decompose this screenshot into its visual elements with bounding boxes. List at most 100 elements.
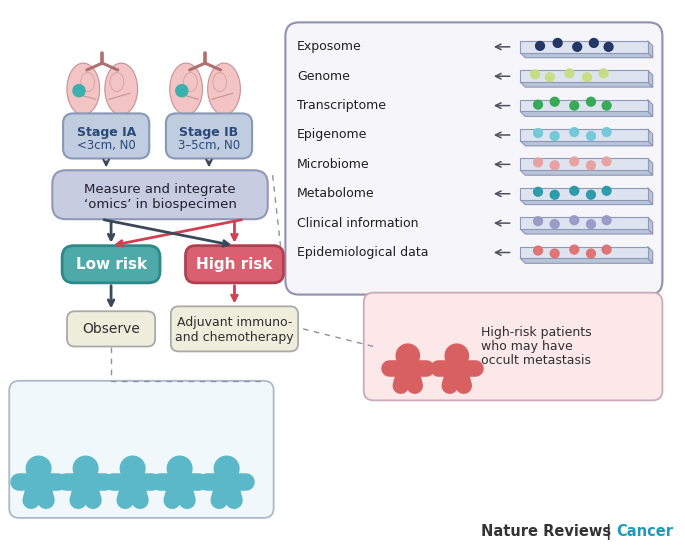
FancyBboxPatch shape — [26, 481, 51, 484]
Circle shape — [570, 157, 579, 166]
Circle shape — [536, 41, 545, 50]
Circle shape — [604, 43, 613, 51]
Text: Nature Reviews: Nature Reviews — [482, 524, 616, 539]
Text: Epigenome: Epigenome — [297, 128, 368, 142]
Circle shape — [534, 100, 543, 109]
Polygon shape — [521, 229, 653, 234]
Text: Adjuvant immuno-: Adjuvant immuno- — [177, 316, 292, 328]
Circle shape — [545, 73, 554, 82]
Circle shape — [573, 43, 582, 51]
Circle shape — [531, 70, 540, 79]
Ellipse shape — [67, 63, 100, 115]
Text: and chemotherapy: and chemotherapy — [175, 331, 294, 344]
Text: who may have: who may have — [482, 340, 573, 353]
Circle shape — [534, 217, 543, 226]
FancyBboxPatch shape — [52, 170, 268, 219]
Ellipse shape — [184, 72, 197, 92]
Ellipse shape — [208, 63, 240, 115]
Circle shape — [553, 39, 562, 48]
Polygon shape — [648, 41, 653, 58]
Circle shape — [570, 128, 579, 137]
Circle shape — [586, 97, 595, 106]
FancyBboxPatch shape — [9, 381, 273, 518]
Circle shape — [586, 249, 595, 258]
Circle shape — [176, 85, 188, 97]
Polygon shape — [521, 112, 653, 116]
Circle shape — [570, 245, 579, 254]
Circle shape — [534, 187, 543, 196]
Polygon shape — [648, 159, 653, 175]
Circle shape — [534, 129, 543, 138]
Circle shape — [602, 186, 611, 195]
Text: 3–5cm, N0: 3–5cm, N0 — [178, 139, 240, 152]
Circle shape — [586, 161, 595, 170]
FancyBboxPatch shape — [521, 159, 648, 170]
Text: <3cm, N0: <3cm, N0 — [77, 139, 136, 152]
FancyBboxPatch shape — [171, 306, 298, 351]
Circle shape — [602, 245, 611, 254]
Text: occult metastasis: occult metastasis — [482, 354, 591, 367]
Circle shape — [550, 220, 559, 228]
FancyBboxPatch shape — [62, 246, 160, 283]
Circle shape — [534, 246, 543, 255]
FancyBboxPatch shape — [521, 217, 648, 229]
FancyBboxPatch shape — [521, 100, 648, 112]
Circle shape — [550, 132, 559, 140]
Text: ‘omics’ in biospecimen: ‘omics’ in biospecimen — [84, 198, 236, 211]
Circle shape — [445, 344, 469, 367]
FancyBboxPatch shape — [521, 247, 648, 258]
FancyBboxPatch shape — [73, 481, 98, 484]
Ellipse shape — [213, 72, 227, 92]
Ellipse shape — [81, 72, 95, 92]
Circle shape — [214, 456, 239, 481]
Polygon shape — [521, 141, 653, 146]
Text: Measure and integrate: Measure and integrate — [84, 184, 236, 196]
Polygon shape — [648, 70, 653, 87]
Text: High-risk patients: High-risk patients — [482, 326, 592, 340]
FancyBboxPatch shape — [286, 22, 662, 295]
Text: Epidemiological data: Epidemiological data — [297, 246, 429, 259]
FancyBboxPatch shape — [396, 367, 419, 371]
Circle shape — [602, 216, 611, 225]
FancyBboxPatch shape — [521, 129, 648, 141]
Circle shape — [550, 97, 559, 106]
FancyBboxPatch shape — [167, 481, 192, 484]
FancyBboxPatch shape — [364, 293, 662, 400]
Text: Observe: Observe — [82, 322, 140, 336]
Circle shape — [586, 132, 595, 140]
Text: High risk: High risk — [196, 257, 273, 272]
Text: Low risk: Low risk — [75, 257, 147, 272]
Text: Clinical information: Clinical information — [297, 217, 419, 229]
Polygon shape — [521, 200, 653, 205]
Circle shape — [586, 220, 595, 228]
Circle shape — [602, 157, 611, 166]
Circle shape — [550, 161, 559, 170]
Ellipse shape — [105, 63, 138, 115]
Polygon shape — [648, 217, 653, 234]
FancyBboxPatch shape — [186, 246, 284, 283]
FancyBboxPatch shape — [121, 481, 145, 484]
Text: Stage IA: Stage IA — [77, 126, 136, 139]
Text: Cancer: Cancer — [616, 524, 673, 539]
Polygon shape — [648, 188, 653, 205]
Circle shape — [550, 249, 559, 258]
Text: Genome: Genome — [297, 70, 350, 83]
Circle shape — [583, 73, 591, 82]
Circle shape — [570, 186, 579, 195]
Circle shape — [73, 456, 98, 481]
FancyBboxPatch shape — [521, 188, 648, 200]
Circle shape — [570, 101, 579, 110]
Circle shape — [586, 190, 595, 199]
Circle shape — [602, 128, 611, 137]
Polygon shape — [521, 53, 653, 58]
Text: Metabolome: Metabolome — [297, 187, 375, 200]
FancyBboxPatch shape — [445, 367, 469, 371]
Text: Transcriptome: Transcriptome — [297, 99, 386, 112]
Circle shape — [570, 216, 579, 225]
Polygon shape — [648, 100, 653, 116]
Polygon shape — [521, 170, 653, 175]
Text: Stage IB: Stage IB — [179, 126, 238, 139]
Circle shape — [167, 456, 192, 481]
FancyBboxPatch shape — [67, 311, 155, 347]
FancyBboxPatch shape — [521, 41, 648, 53]
